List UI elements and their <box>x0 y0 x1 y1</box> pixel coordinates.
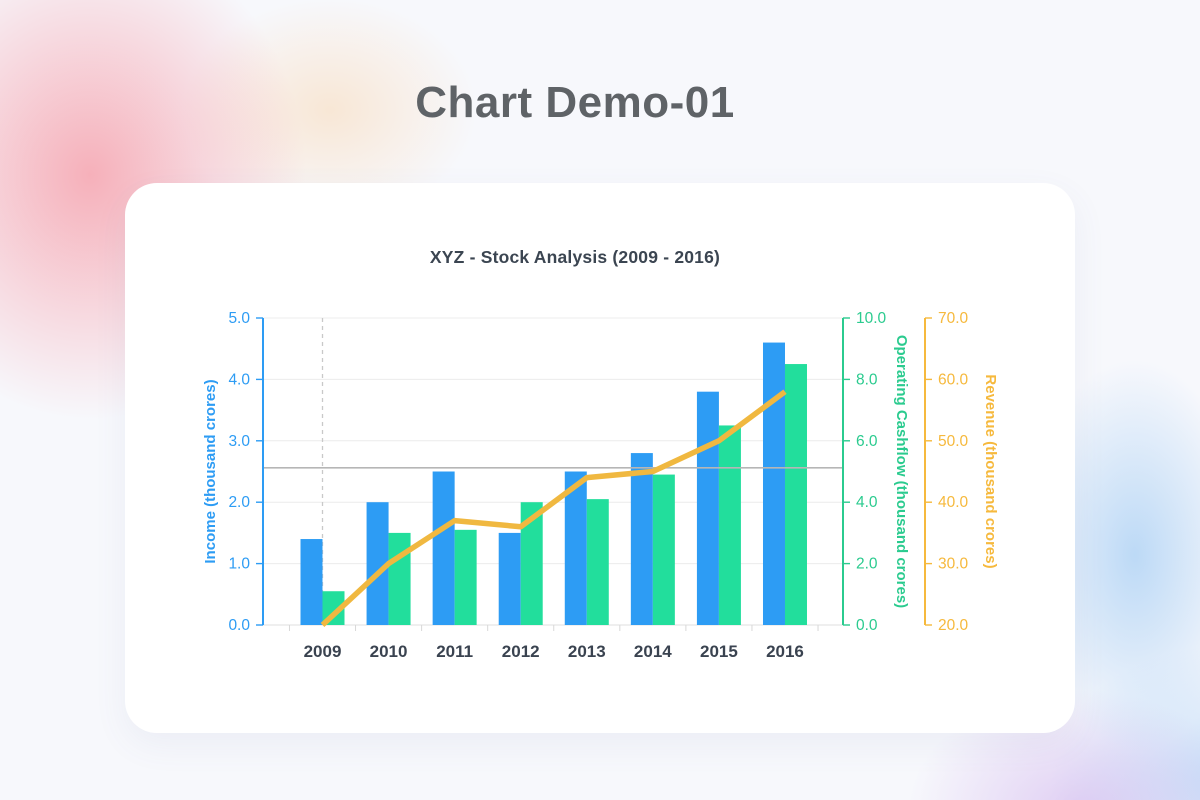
chart-heading: XYZ - Stock Analysis (2009 - 2016) <box>429 247 721 267</box>
page-title: Chart Demo-01 <box>415 78 735 127</box>
